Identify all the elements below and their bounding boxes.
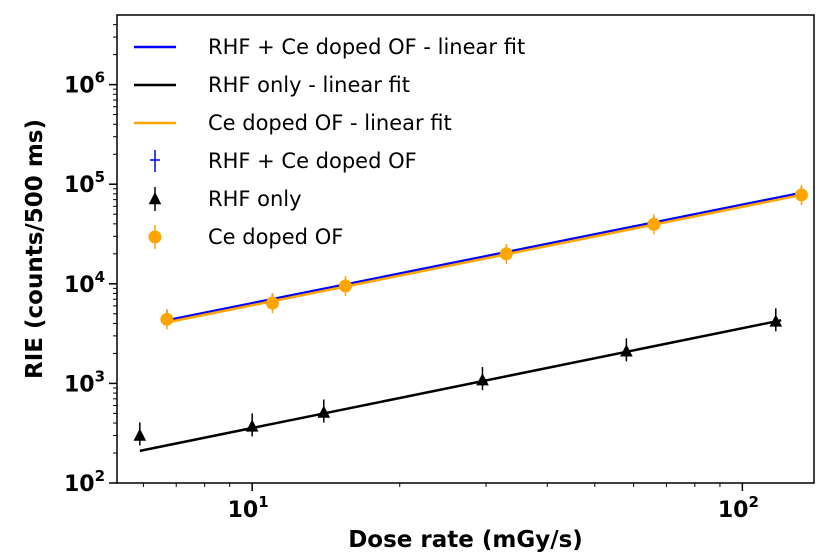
- y-tick-label: 105: [64, 168, 105, 198]
- data-point: [133, 428, 147, 441]
- data-point: [476, 373, 489, 386]
- legend-label: RHF only - linear fit: [208, 73, 410, 97]
- data-point: [620, 344, 633, 357]
- y-tick-label: 103: [64, 367, 105, 397]
- data-point: [647, 217, 661, 231]
- data-point: [794, 188, 808, 202]
- data-point: [317, 405, 331, 418]
- legend-label: Ce doped OF: [208, 225, 343, 249]
- y-tick-label: 106: [64, 69, 105, 99]
- data-point: [769, 314, 783, 327]
- x-tick-label: 102: [718, 493, 759, 523]
- x-axis-label: Dose rate (mGy/s): [348, 527, 583, 553]
- y-axis-label: RIE (counts/500 ms): [22, 119, 48, 379]
- data-point: [160, 312, 174, 326]
- fit-line-2: [139, 319, 782, 453]
- legend-label: RHF only: [208, 187, 302, 211]
- legend-label: RHF + Ce doped OF - linear fit: [208, 35, 525, 59]
- fit-line-1: [166, 191, 802, 322]
- axes: 101 102 102 103 104 105 106: [64, 24, 759, 523]
- legend-circle: [148, 230, 162, 244]
- legend-label: Ce doped OF - linear fit: [208, 111, 452, 135]
- legend-label: RHF + Ce doped OF: [208, 149, 417, 173]
- plot-data: [133, 184, 808, 453]
- x-tick-label: 101: [228, 493, 269, 523]
- data-point: [245, 419, 259, 432]
- data-point: [338, 279, 352, 293]
- legend-triangle: [148, 192, 162, 205]
- data-point: [499, 247, 513, 261]
- y-tick-label: 102: [64, 467, 105, 497]
- data-point: [265, 296, 279, 310]
- plot-frame: [116, 14, 815, 484]
- y-tick-label: 104: [64, 268, 105, 298]
- legend-symbol: [150, 150, 160, 172]
- legend: RHF + Ce doped OF - linear fit RHF only -…: [134, 35, 525, 249]
- legend-symbol: [148, 225, 162, 249]
- fit-line-3: [166, 193, 802, 324]
- legend-symbol: [148, 187, 162, 211]
